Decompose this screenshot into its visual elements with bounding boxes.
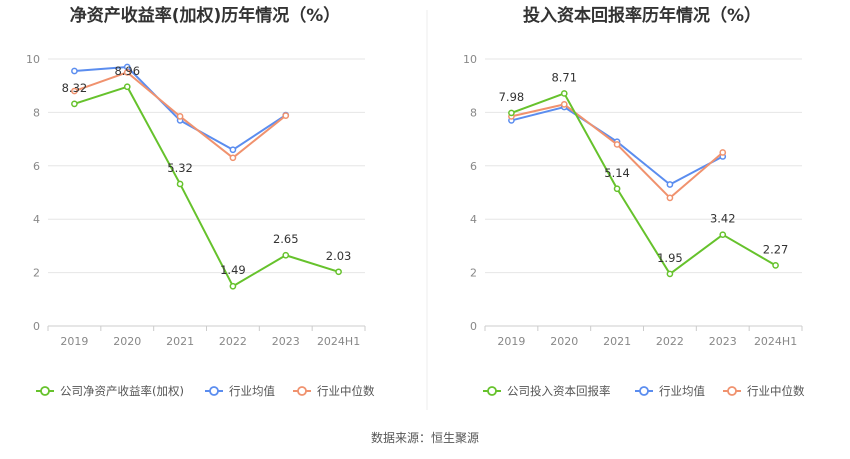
roe-chart-title: 净资产收益率(加权)历年情况（%） <box>70 5 341 26</box>
roe-y-tick-4: 4 <box>33 213 40 226</box>
roe-legend-label-industry-avg: 行业均值 <box>229 384 275 398</box>
roic-chart-x-ticks: 2019 2020 2021 2022 2023 2024H1 <box>497 335 797 348</box>
roe-y-tick-10: 10 <box>26 53 40 66</box>
roic-y-tick-10: 10 <box>463 53 477 66</box>
roic-point-industry-median-2020[interactable] <box>560 101 568 108</box>
roe-legend-item-industry-median[interactable]: 行业中位数 <box>293 384 375 398</box>
roic-legend-item-industry-median[interactable]: 行业中位数 <box>723 384 805 398</box>
roic-point-company-2024H1[interactable] <box>772 262 779 269</box>
roe-chart-y-ticks: 0 2 4 6 8 10 <box>26 53 40 333</box>
legend-marker-icon <box>40 386 50 396</box>
roic-data-label-2022: 1.95 <box>657 251 683 265</box>
roe-point-industry-median-2019[interactable] <box>71 87 78 95</box>
roe-chart-x-ticks: 2019 2020 2021 2022 2023 2024H1 <box>60 335 360 348</box>
roic-chart-title: 投入资本回报率历年情况（%） <box>523 5 761 26</box>
roic-legend-item-company[interactable]: 公司投入资本回报率 <box>483 384 611 398</box>
legend-marker-icon <box>209 386 219 396</box>
roe-point-industry-median-2023[interactable] <box>282 112 290 119</box>
roe-x-tick-2022: 2022 <box>219 335 247 348</box>
roic-point-company-2020[interactable] <box>560 90 568 97</box>
roe-point-industry-avg-2022[interactable] <box>229 146 237 154</box>
roic-x-tick-2021: 2021 <box>603 335 631 348</box>
roe-point-industry-avg-2019[interactable] <box>71 67 78 75</box>
roic-chart-legend[interactable]: 公司投入资本回报率 行业均值 行业中位数 <box>483 384 805 398</box>
roic-legend-label-industry-median: 行业中位数 <box>747 384 805 398</box>
roic-chart-y-ticks: 0 2 4 6 8 10 <box>463 53 477 333</box>
roic-x-tick-2024H1: 2024H1 <box>754 335 797 348</box>
roe-point-company-2023[interactable] <box>282 251 290 259</box>
roic-y-tick-0: 0 <box>470 320 477 333</box>
roic-data-label-2023: 3.42 <box>710 212 736 226</box>
roic-data-label-2019: 7.98 <box>499 90 525 104</box>
roe-point-company-2019[interactable] <box>71 100 78 108</box>
roic-x-tick-2022: 2022 <box>656 335 684 348</box>
roic-point-company-2019[interactable] <box>508 109 515 117</box>
roic-line-industry-median <box>511 103 724 199</box>
roic-y-tick-6: 6 <box>470 160 477 173</box>
roic-legend-item-industry-avg[interactable]: 行业均值 <box>635 384 705 398</box>
roe-y-tick-8: 8 <box>33 106 40 119</box>
roe-chart-series <box>71 63 342 290</box>
roe-data-label-2020: 8.96 <box>114 64 140 78</box>
roic-point-industry-median-2022[interactable] <box>666 194 674 202</box>
roic-x-tick-2023: 2023 <box>709 335 737 348</box>
roic-point-industry-median-2021[interactable] <box>613 141 621 148</box>
roe-x-tick-2023: 2023 <box>272 335 300 348</box>
data-source-note: 数据来源：恒生聚源 <box>371 430 479 445</box>
roic-data-label-2021: 5.14 <box>604 166 630 180</box>
roe-chart-legend[interactable]: 公司净资产收益率(加权) 行业均值 行业中位数 <box>36 384 375 398</box>
roe-x-tick-2024H1: 2024H1 <box>317 335 360 348</box>
roe-y-tick-2: 2 <box>33 267 40 280</box>
legend-marker-icon <box>727 386 737 396</box>
roe-data-label-2024H1: 2.03 <box>326 249 352 263</box>
roic-y-tick-2: 2 <box>470 267 477 280</box>
roic-point-company-2021[interactable] <box>613 185 621 193</box>
legend-marker-icon <box>487 386 497 396</box>
roe-legend-item-industry-avg[interactable]: 行业均值 <box>205 384 275 398</box>
roic-y-tick-8: 8 <box>470 106 477 119</box>
roe-line-company <box>74 85 339 288</box>
roic-x-tick-2019: 2019 <box>497 335 525 348</box>
roe-x-tick-2021: 2021 <box>166 335 194 348</box>
roe-point-company-2021[interactable] <box>176 180 184 188</box>
roe-chart-data-labels: 8.32 8.96 5.32 1.49 2.65 2.03 <box>62 64 352 277</box>
roe-legend-label-industry-median: 行业中位数 <box>317 384 375 398</box>
roe-point-industry-median-2022[interactable] <box>229 154 237 162</box>
roic-point-company-2023[interactable] <box>719 231 727 239</box>
roe-data-label-2019: 8.32 <box>62 81 88 95</box>
roe-chart-grid <box>47 58 366 331</box>
roe-point-company-2022[interactable] <box>229 282 237 290</box>
roe-data-label-2023: 2.65 <box>273 232 299 246</box>
roe-legend-item-company[interactable]: 公司净资产收益率(加权) <box>36 384 184 398</box>
roic-x-tick-2020: 2020 <box>550 335 578 348</box>
roic-legend-label-company: 公司投入资本回报率 <box>507 384 611 398</box>
roic-data-label-2024H1: 2.27 <box>763 242 789 256</box>
roe-data-label-2021: 5.32 <box>167 161 193 175</box>
roe-point-industry-median-2020[interactable] <box>123 69 131 76</box>
legend-marker-icon <box>639 386 649 396</box>
roe-point-industry-median-2021[interactable] <box>176 113 184 120</box>
roic-y-tick-4: 4 <box>470 213 477 226</box>
roe-y-tick-0: 0 <box>33 320 40 333</box>
roe-point-company-2020[interactable] <box>123 83 131 91</box>
roe-data-label-2022: 1.49 <box>220 263 246 277</box>
roic-legend-label-industry-avg: 行业均值 <box>659 384 705 398</box>
roic-chart-grid <box>484 58 803 331</box>
roe-x-tick-2019: 2019 <box>60 335 88 348</box>
roe-point-company-2024H1[interactable] <box>335 268 342 276</box>
roic-data-label-2020: 8.71 <box>551 70 577 84</box>
roic-point-company-2022[interactable] <box>666 270 674 278</box>
roic-point-industry-avg-2022[interactable] <box>666 181 674 188</box>
roe-y-tick-6: 6 <box>33 160 40 173</box>
legend-marker-icon <box>297 386 307 396</box>
roic-line-company <box>511 92 777 275</box>
roic-chart-data-labels: 7.98 8.71 5.14 1.95 3.42 2.27 <box>499 70 789 264</box>
roic-point-industry-median-2023[interactable] <box>719 149 727 156</box>
roe-legend-label-company: 公司净资产收益率(加权) <box>60 384 184 398</box>
roic-chart-series <box>508 90 779 278</box>
roe-x-tick-2020: 2020 <box>113 335 141 348</box>
